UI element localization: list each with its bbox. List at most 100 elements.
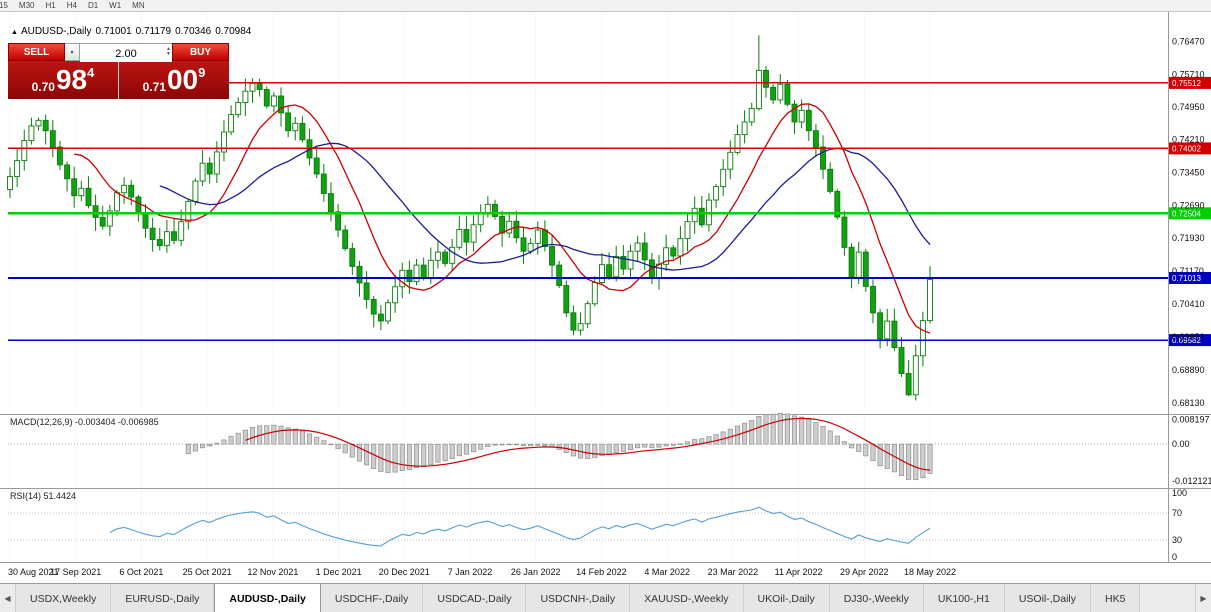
- timeframe-button-h4[interactable]: H4: [66, 1, 77, 10]
- timeframe-toolbar: 15 M30 H1 H4 D1 W1 MN: [0, 0, 1211, 12]
- timeframe-button-h1[interactable]: H1: [45, 1, 56, 10]
- svg-text:25 Oct 2021: 25 Oct 2021: [183, 567, 232, 577]
- price-tag: 0.72504: [1169, 207, 1211, 220]
- svg-text:100: 100: [1172, 488, 1187, 498]
- sell-price-display[interactable]: 0.70 98 4: [8, 61, 119, 99]
- timeframe-button-w1[interactable]: W1: [109, 1, 122, 10]
- macd-layer: 0.008197 0.00 -0.012121: [8, 412, 1211, 486]
- ohlc-close: 0.70984: [215, 26, 252, 37]
- sell-price-big: 98: [55, 64, 88, 95]
- macd-indicator-label: MACD(12,26,9) -0.003404 -0.006985: [10, 417, 159, 427]
- svg-text:70: 70: [1172, 508, 1182, 518]
- price-tag: 0.69582: [1169, 334, 1211, 347]
- svg-text:0.74002: 0.74002: [1172, 144, 1201, 153]
- svg-text:0.00: 0.00: [1172, 439, 1190, 449]
- svg-text:0.73450: 0.73450: [1172, 167, 1205, 177]
- svg-text:0.69650: 0.69650: [1172, 332, 1205, 342]
- svg-text:30: 30: [1172, 535, 1182, 545]
- svg-text:0.71930: 0.71930: [1172, 233, 1205, 243]
- chart-tab-hk5[interactable]: HK5: [1091, 584, 1141, 612]
- svg-text:0.76470: 0.76470: [1172, 36, 1205, 46]
- buy-price-prefix: 0.71: [142, 80, 166, 94]
- chart-title: ▲ AUDUSD-,Daily 0.71001 0.71179 0.70346 0.709…: [11, 26, 255, 37]
- svg-text:0.68890: 0.68890: [1172, 365, 1205, 375]
- chart-tab-usdx-weekly[interactable]: USDX,Weekly: [16, 584, 112, 612]
- svg-text:0.008197: 0.008197: [1172, 414, 1210, 424]
- collapse-panel-icon[interactable]: ▲: [11, 29, 18, 36]
- sell-price-sup: 4: [87, 65, 95, 80]
- svg-text:0.72504: 0.72504: [1172, 209, 1201, 218]
- svg-text:0.74950: 0.74950: [1172, 102, 1205, 112]
- spin-up-icon[interactable]: ▲: [166, 46, 171, 52]
- chart-tab-eurusd-daily[interactable]: EURUSD-,Daily: [111, 584, 215, 612]
- buy-button[interactable]: BUY: [172, 43, 229, 61]
- volume-spinner[interactable]: ▲ ▼: [166, 44, 171, 60]
- svg-text:0.69582: 0.69582: [1172, 336, 1201, 345]
- svg-text:30 Aug 2021: 30 Aug 2021: [8, 567, 59, 577]
- timeframe-button-m30[interactable]: M30: [18, 1, 35, 10]
- chart-tab-usdcnh-daily[interactable]: USDCNH-,Daily: [526, 584, 631, 612]
- svg-text:-0.012121: -0.012121: [1172, 476, 1211, 486]
- tabs-scroll-left-icon[interactable]: ◀: [0, 584, 16, 612]
- price-tag: 0.75512: [1169, 76, 1211, 89]
- sell-button[interactable]: SELL: [8, 43, 65, 61]
- chart-tab-uk100-h1[interactable]: UK100-,H1: [923, 584, 1005, 612]
- ohlc-open: 0.71001: [95, 26, 132, 37]
- timeframe-button-mn[interactable]: MN: [132, 1, 145, 10]
- svg-text:6 Oct 2021: 6 Oct 2021: [119, 567, 163, 577]
- svg-text:0.75710: 0.75710: [1172, 69, 1205, 79]
- rsi-indicator-label: RSI(14) 51.4424: [10, 491, 77, 501]
- chart-tab-usdcad-daily[interactable]: USDCAD-,Daily: [423, 584, 527, 612]
- level-lines-layer: 0.75512 0.74002 0.72504 0.71013 0.69582: [8, 76, 1211, 347]
- ohlc-low: 0.70346: [175, 26, 212, 37]
- svg-text:0.70410: 0.70410: [1172, 299, 1205, 309]
- timeframe-button-d1[interactable]: D1: [87, 1, 99, 10]
- buy-price-display[interactable]: 0.71 00 9: [119, 61, 229, 99]
- svg-text:1 Dec 2021: 1 Dec 2021: [316, 567, 362, 577]
- svg-text:20 Dec 2021: 20 Dec 2021: [379, 567, 430, 577]
- chart-symbol-label: AUDUSD-,Daily: [20, 26, 92, 37]
- timeframe-button-15[interactable]: 15: [0, 1, 8, 10]
- chart-tab-bar: ◀ USDX,Weekly EURUSD-,Daily AUDUSD-,Daily U…: [0, 583, 1211, 612]
- panel-separators: [0, 12, 1211, 563]
- price-axis-labels: 0.76470 0.75710 0.74950 0.74210 0.73450 0.726…: [1172, 36, 1205, 408]
- tabs-scroll-right-icon[interactable]: ▶: [1195, 584, 1211, 612]
- buy-price-sup: 9: [198, 65, 206, 80]
- chart-tab-audusd-daily[interactable]: AUDUSD-,Daily: [214, 584, 321, 612]
- svg-text:18 May 2022: 18 May 2022: [904, 567, 956, 577]
- svg-text:17 Sep 2021: 17 Sep 2021: [50, 567, 101, 577]
- svg-text:7 Jan 2022: 7 Jan 2022: [448, 567, 493, 577]
- one-click-trade-panel: SELL ▾ ▲ ▼ BUY 0.70 98 4 0.71 00 9: [8, 43, 229, 99]
- svg-text:0: 0: [1172, 552, 1177, 562]
- moving-averages-layer: [74, 103, 931, 334]
- svg-text:23 Mar 2022: 23 Mar 2022: [708, 567, 759, 577]
- spin-down-icon[interactable]: ▼: [166, 51, 171, 57]
- chart-tab-dj30-weekly[interactable]: DJ30-,Weekly: [829, 584, 924, 612]
- volume-input[interactable]: [80, 46, 172, 62]
- svg-text:12 Nov 2021: 12 Nov 2021: [247, 567, 298, 577]
- candles-layer: [7, 35, 933, 401]
- svg-text:0.72690: 0.72690: [1172, 200, 1205, 210]
- sell-price-prefix: 0.70: [31, 80, 55, 94]
- volume-field-wrap: ▲ ▼: [80, 43, 172, 62]
- chart-tab-ukoil-daily[interactable]: UKOil-,Daily: [743, 584, 830, 612]
- svg-text:14 Feb 2022: 14 Feb 2022: [576, 567, 627, 577]
- ohlc-high: 0.71179: [135, 26, 172, 37]
- svg-text:0.71013: 0.71013: [1172, 274, 1201, 283]
- chart-tab-usdchf-daily[interactable]: USDCHF-,Daily: [320, 584, 424, 612]
- svg-text:29 Apr 2022: 29 Apr 2022: [840, 567, 889, 577]
- svg-text:26 Jan 2022: 26 Jan 2022: [511, 567, 561, 577]
- svg-text:0.68130: 0.68130: [1172, 398, 1205, 408]
- chart-tab-xauusd-weekly[interactable]: XAUUSD-,Weekly: [630, 584, 744, 612]
- volume-dropdown-icon[interactable]: ▾: [65, 43, 80, 61]
- chart-tabs: USDX,Weekly EURUSD-,Daily AUDUSD-,Daily USD…: [16, 584, 1195, 612]
- price-tag: 0.74002: [1169, 142, 1211, 155]
- svg-text:11 Apr 2022: 11 Apr 2022: [775, 567, 823, 577]
- chart-tab-usoil-daily[interactable]: USOil-,Daily: [1004, 584, 1091, 612]
- buy-price-big: 00: [166, 64, 199, 95]
- svg-text:0.71170: 0.71170: [1172, 266, 1204, 276]
- price-tag: 0.71013: [1169, 272, 1211, 284]
- svg-text:0.74210: 0.74210: [1172, 134, 1205, 144]
